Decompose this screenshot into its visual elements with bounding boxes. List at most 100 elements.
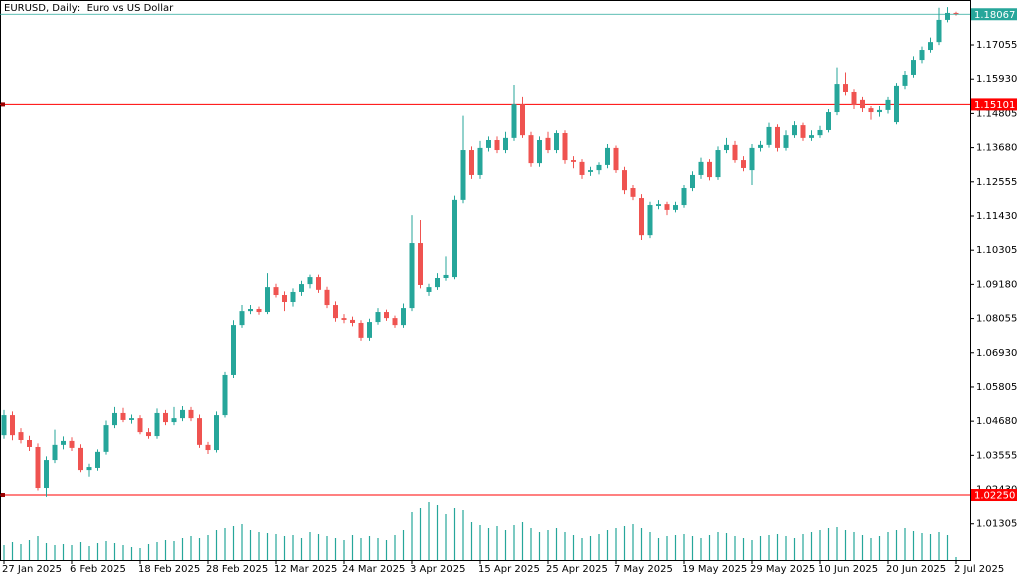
volume-bar — [725, 533, 728, 560]
candle-body — [460, 150, 466, 200]
candle-body — [562, 133, 568, 161]
volume-bar — [683, 534, 685, 560]
volume-bar — [666, 536, 668, 560]
candle-body — [783, 135, 789, 148]
candle-body — [613, 147, 619, 171]
candle-body — [877, 109, 882, 113]
candle-body — [10, 415, 15, 436]
plot-frame — [0, 0, 971, 561]
candle-body — [452, 199, 457, 278]
candle-body — [469, 150, 474, 175]
volume-bar — [207, 535, 209, 560]
volume-bar — [266, 533, 269, 560]
volume-bar — [640, 528, 643, 560]
volume-bar — [530, 528, 532, 560]
volume-bar — [394, 535, 396, 560]
candle-body — [180, 409, 185, 419]
candle-body — [69, 440, 75, 448]
volume-bar — [912, 531, 915, 560]
volume-bar — [521, 522, 524, 560]
volume-bar — [708, 535, 711, 560]
volume-bar — [275, 534, 277, 560]
candle-body — [656, 204, 661, 206]
candle-body — [324, 289, 330, 306]
candle-body — [953, 12, 959, 15]
volume-bar — [887, 532, 889, 560]
candle-body — [826, 112, 831, 130]
volume-bar — [649, 532, 651, 560]
candle-body — [86, 467, 92, 471]
candle-body — [375, 312, 381, 323]
volume-bar — [54, 545, 56, 560]
volume-bar — [436, 505, 439, 560]
candle-body — [945, 12, 950, 20]
candle-body — [571, 160, 576, 162]
candle-body — [188, 409, 194, 419]
volume-bar — [615, 528, 617, 560]
candle-body — [664, 204, 670, 210]
candle-body — [137, 418, 143, 433]
candle-body — [282, 295, 287, 303]
y-tick-label: 1.15930 — [976, 74, 1017, 85]
y-tick-label: 1.03555 — [976, 450, 1017, 461]
volume-bar — [513, 525, 515, 560]
level-label-box — [971, 489, 1017, 502]
candle-body — [834, 84, 840, 113]
volume-bar — [938, 532, 940, 560]
volume-bar — [870, 538, 872, 560]
chart-title: EURUSD, Daily: Euro vs US Dollar — [4, 3, 174, 14]
volume-bar — [836, 527, 838, 560]
candle-body — [103, 425, 109, 452]
volume-bar — [598, 534, 600, 560]
volume-bar — [768, 535, 770, 560]
volume-bar — [258, 532, 260, 560]
candle-body — [358, 322, 364, 338]
candle-body — [18, 432, 24, 440]
volume-bar — [164, 540, 167, 560]
candle-body — [894, 85, 899, 123]
y-tick-label: 1.11430 — [976, 211, 1017, 222]
candle-body — [418, 243, 423, 285]
volume-bar — [496, 526, 498, 560]
candle-body — [78, 447, 83, 471]
x-tick-label: 20 Jun 2025 — [886, 564, 946, 575]
volume-bar — [776, 534, 779, 560]
last-price-box — [971, 8, 1017, 21]
candle-body — [817, 129, 823, 136]
candle-body — [715, 150, 721, 178]
volume-bar — [504, 530, 507, 560]
volume-bar — [334, 538, 337, 560]
volume-bar — [802, 534, 804, 560]
volume-bar — [292, 535, 294, 560]
y-tick-label: 1.14805 — [976, 108, 1017, 119]
candle-body — [902, 74, 908, 86]
candle-body — [554, 133, 559, 151]
candle-body — [698, 161, 704, 175]
volume-bar — [190, 536, 192, 560]
candle-body — [443, 274, 449, 278]
candle-body — [520, 104, 525, 136]
x-tick-label: 2 Jul 2025 — [954, 564, 1004, 575]
volume-bar — [555, 528, 558, 560]
volume-bar — [734, 536, 736, 560]
x-tick-label: 15 Apr 2025 — [478, 564, 540, 575]
candle-body — [605, 147, 610, 165]
volume-bar — [96, 543, 99, 560]
volume-bar — [309, 532, 311, 560]
candle-body — [350, 319, 355, 323]
candle-body — [129, 418, 134, 420]
volume-bar — [283, 536, 286, 560]
volume-bar — [759, 536, 762, 560]
volume-bar — [181, 538, 184, 560]
volume-bar — [810, 532, 813, 560]
candle-body — [486, 140, 491, 148]
volume-bar — [453, 508, 456, 560]
volume-bar — [581, 538, 583, 560]
volume-bar — [547, 530, 549, 560]
volume-bar — [946, 535, 949, 560]
candle-body — [333, 305, 338, 319]
candle-body — [622, 170, 627, 191]
volume-bar — [632, 524, 634, 560]
x-tick-label: 27 Jan 2025 — [2, 564, 62, 575]
candle-body — [222, 374, 228, 416]
